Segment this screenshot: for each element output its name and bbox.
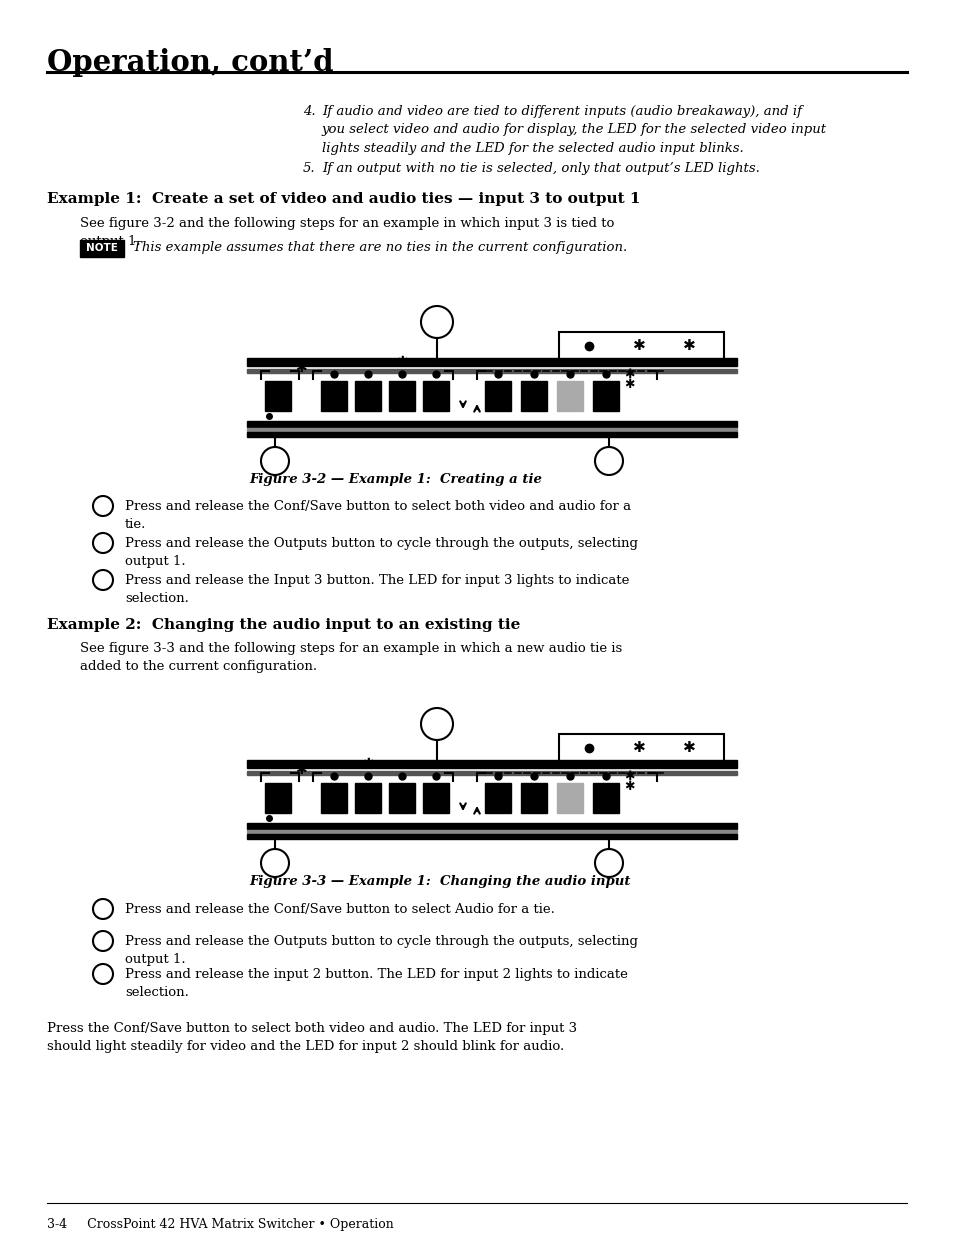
Bar [247, 432, 737, 437]
Bar [422, 382, 449, 411]
Bar [593, 783, 618, 813]
Bar [593, 382, 618, 411]
Bar [80, 240, 124, 257]
Bar [422, 783, 449, 813]
Text: Press the Conf/Save button to select both video and audio. The LED for input 3
s: Press the Conf/Save button to select bot… [47, 1023, 577, 1053]
Text: ✱: ✱ [294, 361, 306, 375]
Bar [320, 382, 347, 411]
Bar [247, 358, 737, 366]
Bar [247, 771, 737, 776]
Bar [247, 369, 737, 373]
Bar [247, 760, 737, 768]
Text: Example 1:  Create a set of video and audio ties — input 3 to output 1: Example 1: Create a set of video and aud… [47, 191, 639, 206]
Bar [558, 332, 723, 359]
Text: Press and release the Input 3 button. The LED for input 3 lights to indicate
sel: Press and release the Input 3 button. Th… [125, 574, 629, 605]
Text: Press and release the Outputs button to cycle through the outputs, selecting
out: Press and release the Outputs button to … [125, 935, 638, 966]
Text: ✱: ✱ [632, 338, 644, 353]
Text: ✱: ✱ [395, 354, 407, 369]
Bar [484, 382, 511, 411]
Text: This example assumes that there are no ties in the current configuration.: This example assumes that there are no t… [132, 242, 626, 254]
Text: ✱: ✱ [623, 368, 634, 380]
Bar [520, 783, 546, 813]
Bar [247, 830, 737, 832]
Text: Example 2:  Changing the audio input to an existing tie: Example 2: Changing the audio input to a… [47, 618, 519, 632]
Bar [355, 382, 380, 411]
Text: ✱: ✱ [362, 757, 374, 771]
Text: See figure 3-3 and the following steps for an example in which a new audio tie i: See figure 3-3 and the following steps f… [80, 642, 621, 673]
Text: ✱: ✱ [623, 781, 634, 794]
Bar [247, 823, 737, 829]
Text: ✱: ✱ [632, 741, 644, 756]
Text: See figure 3-2 and the following steps for an example in which input 3 is tied t: See figure 3-2 and the following steps f… [80, 217, 614, 248]
Bar [355, 783, 380, 813]
Bar [247, 429, 737, 431]
Text: ✱: ✱ [294, 763, 306, 777]
Text: 4.: 4. [303, 105, 315, 119]
Text: 5.: 5. [303, 162, 315, 175]
Text: NOTE: NOTE [86, 243, 118, 253]
Text: ✱: ✱ [682, 741, 695, 756]
Text: ✱: ✱ [623, 769, 634, 783]
Text: Operation, cont’d: Operation, cont’d [47, 48, 334, 77]
Bar [558, 734, 723, 762]
Text: If an output with no tie is selected, only that output’s LED lights.: If an output with no tie is selected, on… [322, 162, 760, 175]
Text: Press and release the Conf/Save button to select both video and audio for a
tie.: Press and release the Conf/Save button t… [125, 500, 631, 531]
Text: Press and release the Conf/Save button to select Audio for a tie.: Press and release the Conf/Save button t… [125, 903, 555, 916]
Bar [557, 783, 582, 813]
Text: ✱: ✱ [623, 378, 634, 391]
Text: If audio and video are tied to different inputs (audio breakaway), and if
you se: If audio and video are tied to different… [322, 105, 826, 156]
Text: Figure 3-2 — Example 1:  Creating a tie: Figure 3-2 — Example 1: Creating a tie [249, 473, 541, 487]
Bar [389, 382, 415, 411]
Bar [520, 382, 546, 411]
Bar [484, 783, 511, 813]
Text: 3-4     CrossPoint 42 HVA Matrix Switcher • Operation: 3-4 CrossPoint 42 HVA Matrix Switcher • … [47, 1218, 394, 1231]
Text: ✱: ✱ [682, 338, 695, 353]
Bar [265, 382, 291, 411]
Bar [320, 783, 347, 813]
Text: Press and release the Outputs button to cycle through the outputs, selecting
out: Press and release the Outputs button to … [125, 537, 638, 568]
Text: Figure 3-3 — Example 1:  Changing the audio input: Figure 3-3 — Example 1: Changing the aud… [249, 876, 630, 888]
Bar [557, 382, 582, 411]
Bar [247, 834, 737, 839]
Bar [265, 783, 291, 813]
Bar [389, 783, 415, 813]
Bar [247, 421, 737, 427]
Text: Press and release the input 2 button. The LED for input 2 lights to indicate
sel: Press and release the input 2 button. Th… [125, 968, 627, 999]
